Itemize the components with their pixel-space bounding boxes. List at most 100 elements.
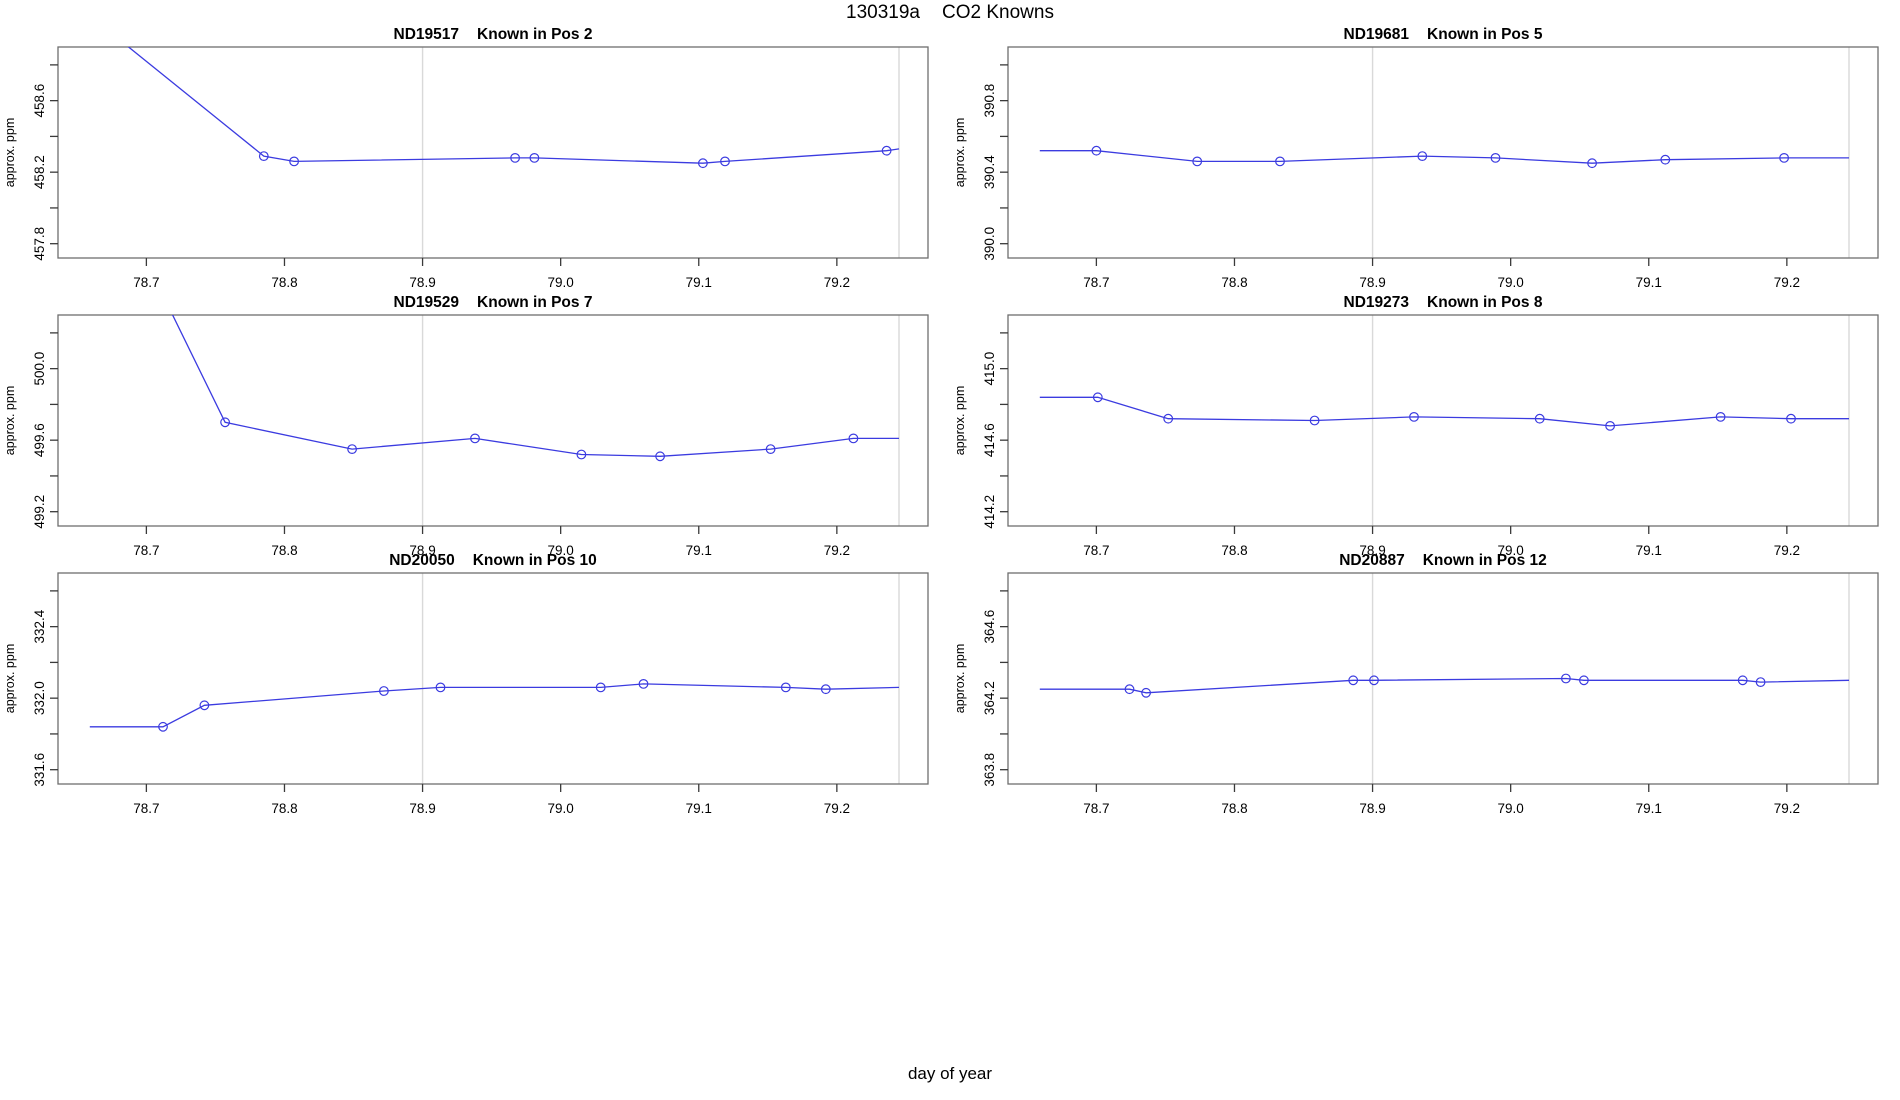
panel-title-sample: ND20050 (389, 552, 455, 569)
y-axis-label: approx. ppm (953, 386, 967, 455)
panel-title: ND20050 Known in Pos 10 (389, 552, 597, 569)
x-axis-tick-label: 79.2 (824, 275, 850, 290)
data-line (127, 47, 900, 164)
x-axis-tick-label: 79.1 (686, 275, 712, 290)
data-point (1141, 687, 1152, 698)
y-axis-tick-label: 458.6 (32, 84, 47, 118)
y-axis-tick-label: 331.6 (32, 753, 47, 787)
data-point (765, 444, 776, 455)
data-point (435, 682, 446, 693)
data-point (848, 433, 859, 444)
data-point (1092, 392, 1103, 403)
x-axis-tick-label: 78.7 (1083, 543, 1109, 558)
x-axis-tick-label: 79.2 (1774, 275, 1800, 290)
panel-title-sample: ND19681 (1344, 26, 1410, 43)
x-axis-tick-label: 79.2 (1774, 801, 1800, 816)
x-axis-tick-label: 78.8 (271, 801, 297, 816)
data-point (1409, 411, 1419, 422)
plot-box (1007, 572, 1879, 785)
x-axis-tick-label: 78.8 (1221, 275, 1247, 290)
panel-chart-nd20050: ND20050 Known in Pos 10 78.7 78.8 78.9 79.0 79… (3, 552, 929, 816)
y-axis-tick-label: 332.4 (32, 609, 47, 643)
panel-title: ND19529 Known in Pos 7 (394, 294, 593, 311)
data-point (698, 158, 708, 169)
data-point (1605, 420, 1615, 431)
panel-nd19273: ND19273 Known in Pos 8 78.7 78.8 78.9 79.0 79.… (950, 268, 1900, 573)
x-axis-tick-label: 78.9 (1359, 543, 1385, 558)
x-axis-tick-label: 79.1 (1636, 275, 1662, 290)
panel-title: ND19517 Known in Pos 2 (394, 26, 593, 43)
data-point (1417, 151, 1428, 162)
data-point (158, 721, 168, 732)
data-point (510, 152, 520, 163)
panel-title: ND19273 Known in Pos 8 (1344, 294, 1543, 311)
x-axis-tick-label: 78.9 (1359, 275, 1385, 290)
y-axis-tick-label: 500.0 (32, 352, 47, 386)
y-axis-tick-label: 390.4 (982, 155, 997, 189)
plot-box (1007, 46, 1879, 259)
x-axis-tick-label: 78.7 (1083, 801, 1109, 816)
x-axis-tick-label: 78.8 (1221, 543, 1247, 558)
y-axis-label: approx. ppm (3, 386, 17, 455)
figure-title-text: CO2 Knowns (942, 2, 1054, 23)
data-point (379, 686, 389, 696)
data-point (258, 151, 269, 162)
data-line (1039, 150, 1849, 164)
panel-chart-nd19273: ND19273 Known in Pos 8 78.7 78.8 78.9 79.0 79.… (953, 294, 1879, 558)
y-axis-tick-label: 414.6 (982, 423, 997, 457)
panel-nd19681: ND19681 Known in Pos 5 78.7 78.8 78.9 79.0 79.… (950, 0, 1900, 305)
x-axis-tick-label: 78.7 (133, 801, 159, 816)
panel-title-position: Known in Pos 2 (477, 26, 592, 43)
x-axis-tick-label: 78.9 (1359, 801, 1385, 816)
x-axis-tick-label: 79.0 (1498, 543, 1524, 558)
y-axis-tick-label: 415.0 (982, 352, 997, 386)
data-point (1779, 152, 1789, 163)
x-axis-tick-label: 78.9 (409, 275, 435, 290)
y-axis-tick-label: 332.0 (32, 681, 47, 715)
y-axis-tick-label: 364.6 (982, 610, 997, 644)
y-axis-label: approx. ppm (3, 644, 17, 713)
data-point (1786, 413, 1796, 424)
panel-title-sample: ND20887 (1339, 552, 1405, 569)
data-series (1039, 145, 1849, 169)
data-series (171, 315, 899, 462)
data-point (655, 451, 665, 462)
data-point (1124, 684, 1135, 695)
x-axis-tick-label: 79.0 (1498, 801, 1524, 816)
x-axis-tick-label: 78.8 (271, 275, 297, 290)
figure-title-run-id: 130319a (846, 2, 920, 23)
data-series (1039, 392, 1849, 431)
data-point (1369, 675, 1379, 686)
data-point (1579, 675, 1589, 686)
data-line (1039, 396, 1849, 427)
panel-title-position: Known in Pos 10 (473, 552, 597, 569)
data-point (1192, 156, 1203, 167)
panel-chart-nd19681: ND19681 Known in Pos 5 78.7 78.8 78.9 79.0 79.… (953, 26, 1879, 290)
x-axis-tick-label: 78.9 (409, 543, 435, 558)
panel-nd19517: ND19517 Known in Pos 2 78.7 78.8 78.9 79.0 79.… (0, 0, 950, 305)
y-axis-label: approx. ppm (953, 118, 967, 187)
plot-box (1007, 314, 1879, 527)
panel-title-position: Known in Pos 7 (477, 294, 592, 311)
data-point (529, 152, 540, 163)
data-point (820, 684, 831, 695)
x-axis-tick-label: 79.0 (548, 801, 574, 816)
x-axis-tick-label: 79.2 (824, 543, 850, 558)
figure-title: 130319a CO2 Knowns (0, 2, 1900, 24)
data-point (1737, 675, 1748, 686)
data-point (881, 145, 892, 156)
plot-box (57, 314, 929, 527)
data-line (171, 315, 899, 457)
panel-title-position: Known in Pos 12 (1423, 552, 1547, 569)
panel-nd19529: ND19529 Known in Pos 7 78.7 78.8 78.9 79.0 79.… (0, 268, 950, 573)
data-line (89, 683, 900, 728)
data-series (1039, 673, 1850, 698)
data-point (1755, 677, 1766, 688)
data-point (1660, 154, 1671, 165)
panel-nd20887: ND20887 Known in Pos 12 78.7 78.8 78.9 79.0 79… (950, 526, 1900, 831)
data-point (1348, 675, 1359, 686)
y-axis-tick-label: 390.8 (982, 84, 997, 118)
x-axis-tick-label: 78.9 (409, 801, 435, 816)
data-point (1275, 156, 1285, 167)
data-point (1091, 145, 1102, 156)
